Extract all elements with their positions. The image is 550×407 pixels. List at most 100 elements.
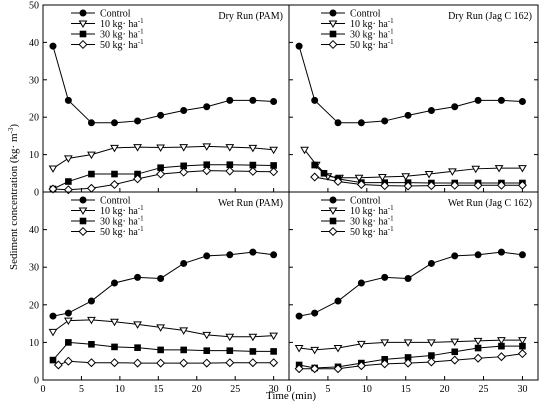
- data-point: [270, 348, 277, 355]
- series-line: [52, 319, 274, 338]
- data-point: [203, 103, 211, 111]
- data-point: [179, 144, 189, 152]
- legend-label-sup: -1: [138, 225, 144, 233]
- data-point: [88, 170, 95, 178]
- y-axis-label-sup: -3: [7, 127, 15, 133]
- data-point: [269, 146, 278, 155]
- data-point: [517, 349, 527, 359]
- legend-marker: [328, 226, 338, 237]
- data-point: [473, 180, 483, 190]
- data-point: [249, 348, 257, 355]
- data-point: [320, 170, 328, 177]
- data-point: [87, 151, 96, 160]
- data-point: [270, 251, 278, 259]
- series-square: [49, 161, 277, 193]
- data-point: [202, 166, 212, 176]
- data-point: [248, 144, 258, 153]
- legend-label: 50 kg· ha-1: [350, 38, 394, 51]
- series-line: [314, 176, 523, 187]
- data-point: [380, 181, 390, 191]
- legend-entry: Control: [71, 196, 131, 207]
- data-point: [63, 356, 73, 366]
- data-point: [63, 155, 73, 163]
- data-point: [53, 360, 63, 370]
- series-circle: [49, 42, 278, 127]
- legend-marker: [79, 217, 87, 225]
- data-point: [517, 180, 527, 190]
- x-tick-label: 20: [440, 384, 450, 395]
- x-tick-label: 25: [479, 384, 489, 395]
- legend-label: 30 kg· ha-1: [100, 215, 144, 228]
- data-point: [403, 358, 413, 368]
- legend-entry: 30 kg· ha-1: [71, 28, 144, 41]
- data-point: [311, 161, 318, 169]
- data-point: [518, 337, 527, 345]
- legend-marker: [329, 9, 337, 17]
- data-point: [473, 337, 483, 346]
- series-triangle-down: [48, 316, 278, 342]
- legend-label: 50 kg· ha-1: [100, 225, 144, 238]
- data-point: [381, 273, 389, 281]
- legend-label: 10 kg· ha-1: [350, 17, 394, 30]
- data-point: [356, 361, 366, 371]
- data-point: [202, 331, 212, 340]
- data-point: [404, 111, 412, 119]
- legend-entry: 10 kg· ha-1: [321, 204, 394, 217]
- data-point: [333, 364, 343, 374]
- legend-label-sup: -1: [138, 215, 144, 223]
- data-point: [226, 347, 234, 354]
- data-point: [48, 165, 58, 173]
- data-point: [450, 338, 460, 347]
- legend-label-sup: -1: [138, 17, 144, 25]
- data-point: [88, 340, 95, 348]
- data-point: [156, 169, 166, 179]
- x-tick-label: 20: [192, 384, 202, 395]
- y-tick-label: 30: [29, 263, 39, 274]
- legend-marker: [329, 217, 337, 225]
- legend-label-text: 10 kg· ha: [350, 19, 388, 30]
- legend-label: 10 kg· ha-1: [100, 204, 144, 217]
- data-point: [519, 342, 526, 350]
- x-tick-label: 10: [115, 384, 125, 395]
- data-point: [269, 358, 279, 368]
- data-point: [133, 358, 143, 368]
- x-tick-label: 15: [401, 384, 411, 395]
- data-point: [333, 177, 343, 187]
- legend-label-text: 30 kg· ha: [350, 30, 388, 41]
- legend-label-text: Control: [350, 9, 381, 20]
- data-point: [63, 185, 73, 195]
- series-diamond: [53, 356, 279, 370]
- legend-marker: [78, 20, 88, 28]
- data-point: [496, 352, 506, 362]
- legend-label: 10 kg· ha-1: [100, 17, 144, 30]
- legend-label: 30 kg· ha-1: [100, 28, 144, 41]
- data-point: [403, 339, 413, 347]
- legend-label-text: 50 kg· ha: [350, 40, 388, 51]
- data-point: [49, 42, 57, 50]
- panel-frame: [288, 191, 539, 381]
- data-point: [249, 248, 257, 256]
- x-axis-label: Time (min): [266, 390, 316, 402]
- panel-title: Wet Run (PAM): [218, 198, 283, 209]
- data-point: [49, 356, 57, 364]
- data-point: [156, 358, 166, 368]
- y-tick-label: 50: [29, 1, 39, 12]
- data-point: [424, 171, 434, 179]
- data-point: [65, 339, 72, 346]
- data-point: [473, 353, 483, 363]
- legend-label-text: 10 kg· ha: [100, 206, 138, 217]
- legend-marker: [328, 39, 338, 50]
- legend-marker: [79, 9, 87, 17]
- legend-marker: [329, 196, 337, 204]
- legend-marker: [78, 207, 88, 215]
- data-point: [225, 358, 235, 368]
- series-circle: [49, 248, 278, 320]
- legend-label-text: Control: [100, 196, 131, 207]
- data-point: [334, 297, 342, 305]
- legend-label-sup: -1: [388, 28, 394, 36]
- series-line: [299, 251, 523, 317]
- data-point: [380, 339, 390, 347]
- legend-label: 10 kg· ha-1: [350, 204, 394, 217]
